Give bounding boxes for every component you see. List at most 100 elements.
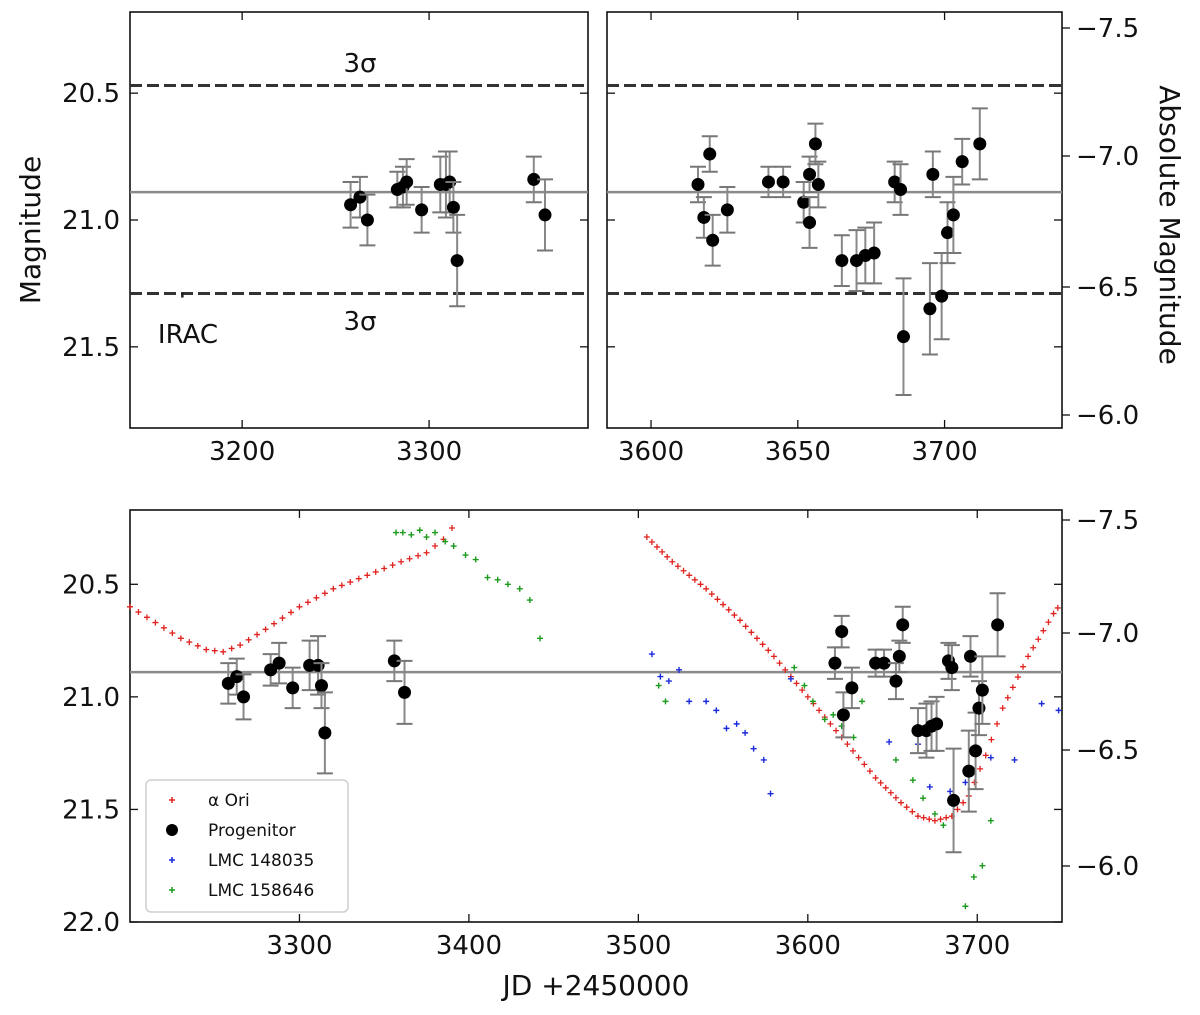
lmc-158646-point xyxy=(450,543,457,550)
x-tick-label: 3200 xyxy=(209,437,275,467)
alpha-ori-point xyxy=(448,525,455,532)
alpha-ori-point xyxy=(372,568,379,575)
alpha-ori-point xyxy=(816,707,823,714)
progenitor-point xyxy=(706,233,720,247)
y2-tick-label: −7.0 xyxy=(1076,142,1139,172)
progenitor-point xyxy=(972,701,986,715)
alpha-ori-point xyxy=(937,816,944,823)
x-tick-label: 3300 xyxy=(266,931,332,961)
legend: α Ori Progenitor LMC 148035 LMC 158646 xyxy=(145,779,349,913)
progenitor-point xyxy=(969,744,983,758)
alpha-ori-point xyxy=(844,741,851,748)
progenitor-point xyxy=(703,147,717,161)
progenitor-point xyxy=(845,681,859,695)
x-tick-label: 3600 xyxy=(775,931,841,961)
alpha-ori-point xyxy=(737,617,744,624)
legend-marker xyxy=(169,857,175,863)
alpha-ori-point xyxy=(135,609,142,616)
lmc-148035-point xyxy=(987,754,994,761)
alpha-ori-point xyxy=(271,620,278,627)
x-tick-label: 3500 xyxy=(605,931,671,961)
alpha-ori-point xyxy=(262,626,269,633)
progenitor-point xyxy=(963,649,977,663)
alpha-ori-point xyxy=(423,549,430,556)
legend-label: LMC 158646 xyxy=(208,881,314,901)
lmc-158646-point xyxy=(504,581,511,588)
progenitor-point xyxy=(803,216,817,230)
alpha-ori-point xyxy=(160,624,167,631)
alpha-ori-point xyxy=(398,558,405,565)
progenitor-point xyxy=(894,183,908,197)
progenitor-point xyxy=(926,167,940,181)
lmc-158646-point xyxy=(662,698,669,705)
alpha-ori-point xyxy=(1004,694,1011,701)
lmc-158646-point xyxy=(859,698,866,705)
lmc-148035-point xyxy=(676,666,683,673)
y2-tick-label: −7.0 xyxy=(1076,619,1139,649)
alpha-ori-point xyxy=(759,641,766,648)
y-tick-label: 21.5 xyxy=(62,795,120,825)
lmc-158646-point xyxy=(432,529,439,536)
alpha-ori-point xyxy=(432,543,439,550)
alpha-ori-point xyxy=(725,606,732,613)
progenitor-point xyxy=(360,213,374,227)
alpha-ori-point xyxy=(338,582,345,589)
progenitor-point xyxy=(867,246,881,260)
alpha-ori-point xyxy=(703,585,710,592)
x-tick-label: 3300 xyxy=(396,437,462,467)
legend-marker xyxy=(166,824,178,836)
alpha-ori-point xyxy=(664,553,671,560)
lmc-148035-point xyxy=(767,790,774,797)
alpha-ori-point xyxy=(152,619,159,626)
alpha-ori-point xyxy=(960,799,967,806)
progenitor-point xyxy=(450,254,464,268)
lmc-158646-point xyxy=(791,664,798,671)
lmc-148035-point xyxy=(760,756,767,763)
progenitor-point xyxy=(314,679,328,693)
alpha-ori-point xyxy=(914,813,921,820)
alpha-ori-point xyxy=(714,596,721,603)
alpha-ori-point xyxy=(770,653,777,660)
lmc-158646-point xyxy=(537,635,544,642)
lmc-148035-point xyxy=(713,707,720,714)
alpha-ori-point xyxy=(892,794,899,801)
alpha-ori-point xyxy=(143,614,150,621)
lmc-158646-point xyxy=(393,529,400,536)
plot-frame xyxy=(606,11,1063,429)
alpha-ori-point xyxy=(872,774,879,781)
alpha-ori-point xyxy=(686,572,693,579)
lmc-158646-point xyxy=(979,862,986,869)
progenitor-point xyxy=(400,175,414,189)
alpha-ori-point xyxy=(1009,684,1016,691)
lmc-158646-point xyxy=(830,711,837,718)
progenitor-point xyxy=(973,137,987,151)
lmc-148035-point xyxy=(742,729,749,736)
progenitor-point xyxy=(318,726,332,740)
lmc-148035-point xyxy=(886,738,893,745)
alpha-ori-point xyxy=(127,603,133,610)
alpha-ori-point xyxy=(659,548,666,555)
alpha-ori-point xyxy=(203,646,210,653)
y2-tick-label: −6.0 xyxy=(1076,852,1139,882)
progenitor-point xyxy=(962,764,976,778)
lmc-158646-point xyxy=(408,531,415,538)
progenitor-point xyxy=(930,717,944,731)
progenitor-point xyxy=(776,175,790,189)
legend-box xyxy=(145,779,349,913)
lmc-158646-point xyxy=(494,576,501,583)
y2-tick-label: −7.5 xyxy=(1076,506,1139,536)
progenitor-point xyxy=(955,155,969,169)
legend-label: α Ori xyxy=(208,791,250,811)
alpha-ori-point xyxy=(279,615,286,622)
alpha-ori-point xyxy=(909,808,916,815)
lmc-148035-point xyxy=(750,745,757,752)
alpha-ori-point xyxy=(643,534,650,541)
alpha-ori-point xyxy=(254,631,261,638)
progenitor-point xyxy=(889,674,903,688)
alpha-ori-point xyxy=(850,747,857,754)
progenitor-point xyxy=(272,656,286,670)
lmc-158646-point xyxy=(850,734,857,741)
x-tick-label: 3650 xyxy=(765,437,831,467)
alpha-ori-point xyxy=(1035,636,1042,643)
lmc-158646-point xyxy=(472,556,479,563)
